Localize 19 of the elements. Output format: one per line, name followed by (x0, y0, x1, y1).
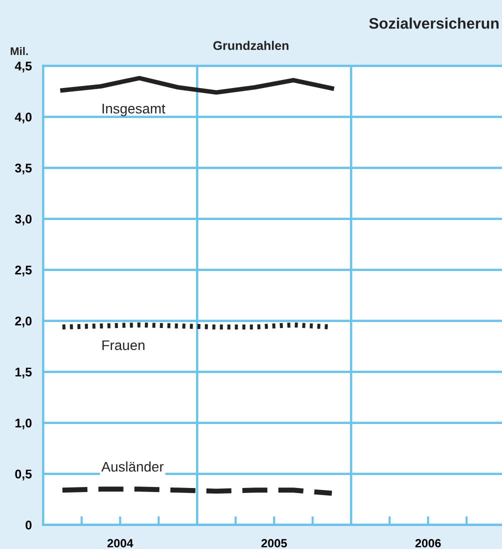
y-tick-label: 0,5 (15, 470, 32, 480)
y-tick-label: 4,0 (14, 112, 32, 124)
y-tick-label: 3,5 (14, 164, 32, 174)
series-label: Frauen (102, 340, 144, 350)
y-tick-label: 1,5 (15, 368, 32, 378)
series-label: Ausländer (101, 461, 164, 472)
y-tick-label: 2,0 (15, 316, 32, 328)
x-tick-label: 2006 (415, 539, 441, 548)
y-tick-label: 0 (26, 520, 32, 530)
series-label: Insgesamt (102, 104, 166, 116)
x-tick-label: 2005 (261, 539, 287, 548)
y-tick-label: 1,0 (15, 418, 32, 430)
x-tick-label: 2004 (107, 539, 134, 548)
chart-subtitle: Grundzahlen (213, 40, 288, 50)
y-tick-label: 4,5 (14, 62, 32, 72)
y-tick-label: 3,0 (14, 214, 32, 226)
y-axis-title: Mil. (10, 46, 28, 56)
chart-title: Sozialversicherun (369, 18, 499, 29)
y-tick-label: 2,5 (15, 266, 32, 276)
